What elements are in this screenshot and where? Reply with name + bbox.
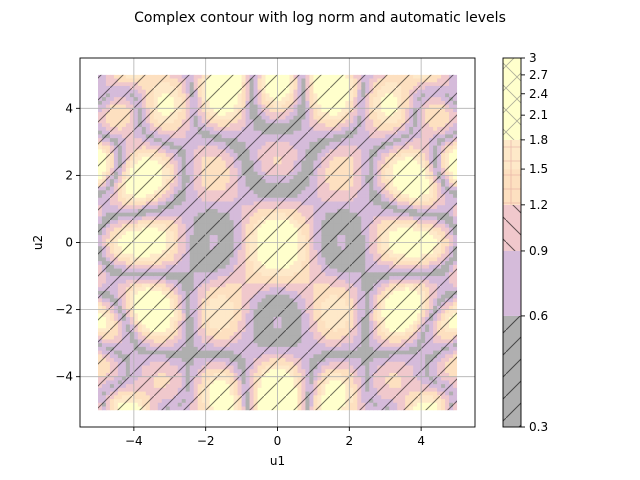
chart-title: Complex contour with log norm and automa… bbox=[134, 10, 506, 26]
